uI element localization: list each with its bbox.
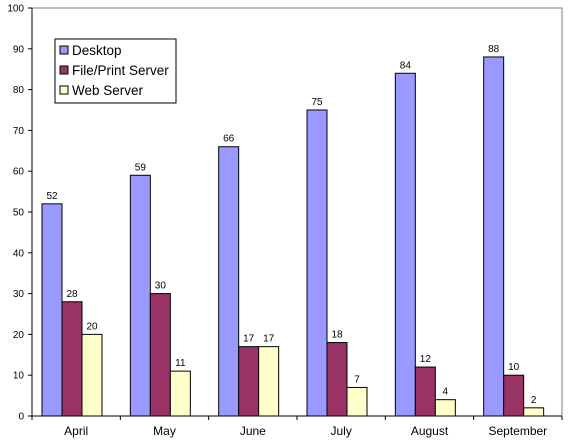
data-label: 75 [311, 97, 323, 108]
x-category-label: May [153, 424, 176, 438]
y-tick-label: 90 [13, 44, 25, 55]
bar-file-print-server [238, 346, 260, 417]
data-label: 20 [86, 321, 98, 332]
data-label: 10 [508, 362, 520, 373]
bar-desktop [483, 56, 505, 417]
x-category-label: April [64, 424, 88, 438]
bars: 52 28 20 59 30 11 66 17 17 75 18 7 84 12 4 88 10 2 [41, 44, 545, 417]
data-label: 12 [420, 354, 432, 365]
data-label: 11 [175, 358, 186, 369]
data-label: 59 [135, 162, 147, 173]
data-label: 2 [531, 395, 537, 406]
bar-file-print-server [414, 366, 436, 417]
bar-file-print-server [326, 342, 348, 417]
bar-file-print-server [503, 374, 525, 417]
x-category-label: July [330, 424, 351, 438]
y-tick-label: 30 [13, 289, 25, 300]
legend-label: File/Print Server [72, 63, 169, 78]
x-category-label: June [240, 424, 266, 438]
x-axis-labels: April May June July August September [31, 416, 563, 438]
x-category-label: September [488, 424, 547, 438]
bar-desktop [394, 72, 416, 417]
bar-desktop [306, 109, 328, 417]
y-tick-label: 50 [13, 208, 25, 219]
data-label: 88 [488, 44, 500, 55]
bar-file-print-server [61, 301, 83, 417]
legend-box [54, 38, 177, 104]
y-tick-label: 40 [13, 248, 25, 259]
bar-web-server [523, 407, 545, 417]
bar-web-server [346, 386, 368, 417]
y-tick-label: 10 [13, 371, 25, 382]
data-label: 17 [263, 334, 275, 345]
y-tick-label: 100 [7, 4, 24, 15]
y-tick-label: 60 [13, 167, 25, 178]
legend-swatch-web-server [59, 85, 69, 95]
data-label: 84 [400, 60, 412, 71]
y-tick-label: 20 [13, 330, 25, 341]
bar-desktop [218, 146, 240, 417]
y-tick-label: 70 [13, 126, 25, 137]
y-tick-label: 80 [13, 85, 25, 96]
bar-web-server [81, 333, 103, 417]
legend-label: Web Server [72, 83, 144, 98]
data-label: 7 [354, 374, 360, 385]
legend: Desktop File/Print Server Web Server [54, 38, 177, 104]
data-label: 66 [223, 134, 235, 145]
y-tick-label: 0 [18, 412, 24, 423]
bar-web-server [258, 346, 280, 417]
x-category-label: August [411, 424, 449, 438]
data-label: 52 [46, 191, 58, 202]
legend-swatch-file-print-server [59, 65, 69, 75]
data-label: 30 [155, 281, 167, 292]
data-label: 18 [331, 330, 343, 341]
legend-swatch-desktop [59, 45, 69, 55]
data-label: 17 [243, 334, 255, 345]
bar-desktop [41, 203, 63, 417]
bar-web-server [434, 399, 456, 417]
legend-label: Desktop [72, 43, 122, 58]
bar-web-server [169, 370, 191, 417]
bar-file-print-server [149, 293, 171, 417]
data-label: 28 [66, 289, 78, 300]
y-axis-ticks: 0 10 20 30 40 50 60 70 80 90 100 [7, 4, 32, 423]
data-label: 4 [443, 387, 449, 398]
bar-desktop [129, 174, 151, 417]
